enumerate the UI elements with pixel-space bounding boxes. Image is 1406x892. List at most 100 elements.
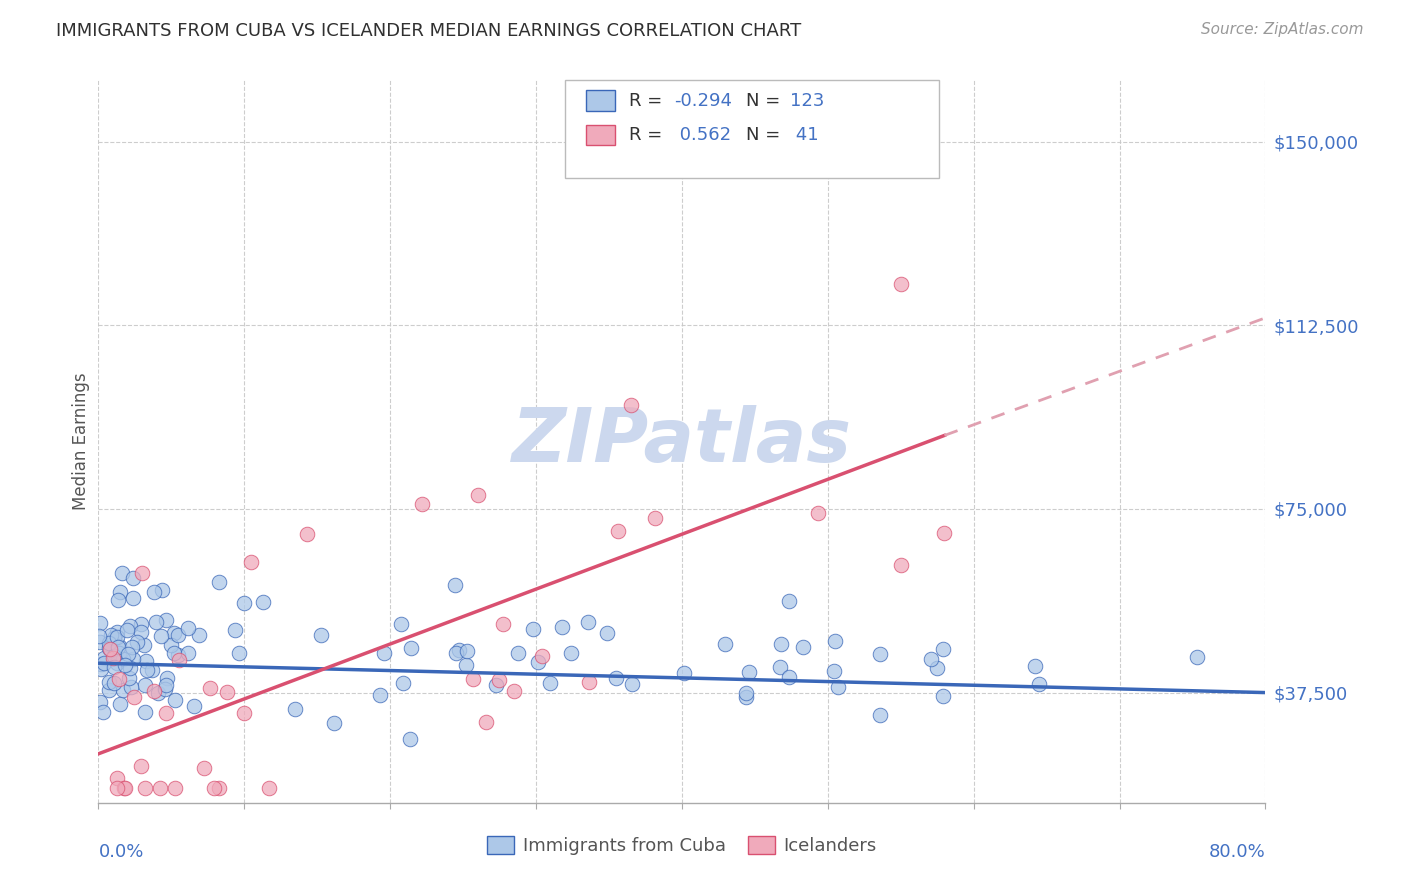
Point	[778, 670, 800, 684]
Point	[91, 705, 114, 719]
Point	[475, 715, 498, 730]
Point	[112, 651, 135, 665]
Text: R =: R =	[630, 92, 668, 110]
Point	[129, 616, 152, 631]
Point	[141, 664, 163, 678]
Point	[297, 527, 319, 541]
Point	[792, 640, 814, 654]
Point	[807, 506, 830, 520]
Point	[177, 646, 200, 660]
Text: 0.562: 0.562	[673, 126, 731, 145]
Text: N =: N =	[747, 126, 786, 145]
Point	[122, 652, 145, 666]
Text: -0.294: -0.294	[673, 92, 731, 110]
Point	[93, 657, 115, 671]
Point	[108, 585, 131, 599]
Point	[522, 622, 544, 636]
Point	[134, 678, 156, 692]
Point	[778, 593, 800, 607]
Point	[257, 781, 280, 796]
Point	[167, 648, 190, 663]
Point	[103, 676, 125, 690]
Point	[370, 688, 392, 702]
Point	[738, 665, 761, 680]
Point	[411, 497, 433, 511]
Point	[488, 673, 510, 688]
Point	[232, 706, 254, 721]
Point	[97, 675, 120, 690]
Point	[105, 630, 128, 644]
Point	[129, 758, 152, 772]
Point	[149, 629, 172, 643]
Point	[605, 672, 627, 686]
Point	[208, 781, 231, 796]
Point	[447, 642, 470, 657]
Point	[108, 697, 131, 711]
Point	[508, 646, 530, 660]
Point	[932, 690, 955, 704]
Point	[142, 585, 165, 599]
Point	[98, 682, 121, 697]
Point	[105, 772, 128, 786]
Point	[531, 648, 554, 663]
Point	[644, 511, 666, 525]
Point	[1185, 650, 1208, 665]
Text: 41: 41	[790, 126, 820, 145]
Legend: Immigrants from Cuba, Icelanders: Immigrants from Cuba, Icelanders	[486, 837, 877, 855]
Point	[122, 571, 145, 585]
Point	[103, 631, 125, 645]
Y-axis label: Median Earnings: Median Earnings	[72, 373, 90, 510]
Point	[920, 652, 942, 666]
Text: R =: R =	[630, 126, 668, 145]
Point	[100, 628, 122, 642]
Point	[155, 678, 177, 692]
Point	[111, 566, 134, 580]
Point	[165, 692, 187, 706]
Point	[98, 640, 121, 655]
Point	[155, 613, 177, 627]
Point	[89, 695, 111, 709]
Point	[98, 640, 121, 655]
Point	[117, 647, 139, 661]
Point	[443, 578, 465, 592]
Point	[934, 526, 956, 541]
Text: N =: N =	[747, 92, 786, 110]
Point	[224, 623, 246, 637]
Point	[90, 662, 112, 676]
Point	[560, 646, 582, 660]
Point	[117, 624, 139, 638]
Point	[714, 637, 737, 651]
Point	[467, 488, 489, 502]
Point	[576, 615, 599, 629]
Point	[823, 664, 845, 678]
Point	[132, 638, 155, 652]
Point	[107, 593, 129, 607]
Point	[456, 644, 478, 658]
Point	[232, 596, 254, 610]
Point	[118, 661, 141, 675]
Point	[107, 640, 129, 654]
Point	[121, 640, 143, 654]
Text: 0.0%: 0.0%	[98, 843, 143, 861]
Point	[153, 681, 176, 696]
Point	[103, 649, 125, 664]
Point	[111, 683, 134, 698]
Point	[103, 660, 125, 674]
Point	[169, 652, 191, 666]
Point	[456, 657, 478, 672]
Point	[399, 640, 422, 655]
Point	[156, 671, 179, 685]
Point	[118, 619, 141, 633]
Point	[311, 628, 333, 642]
Point	[491, 616, 513, 631]
Point	[193, 761, 215, 775]
Point	[734, 686, 756, 700]
Point	[105, 625, 128, 640]
Point	[463, 672, 485, 686]
Text: 123: 123	[790, 92, 825, 110]
Point	[150, 583, 173, 598]
Point	[373, 646, 395, 660]
Point	[163, 626, 186, 640]
Point	[1028, 677, 1050, 691]
Point	[149, 781, 172, 796]
